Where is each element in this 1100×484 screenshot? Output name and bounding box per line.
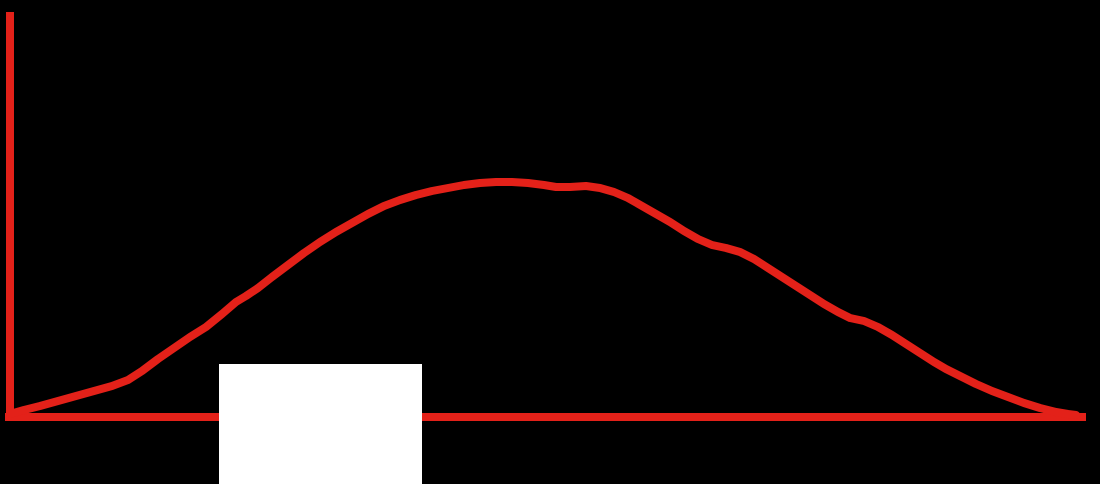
distribution-curve xyxy=(6,178,1080,419)
white-occlusion-rect xyxy=(219,364,422,484)
